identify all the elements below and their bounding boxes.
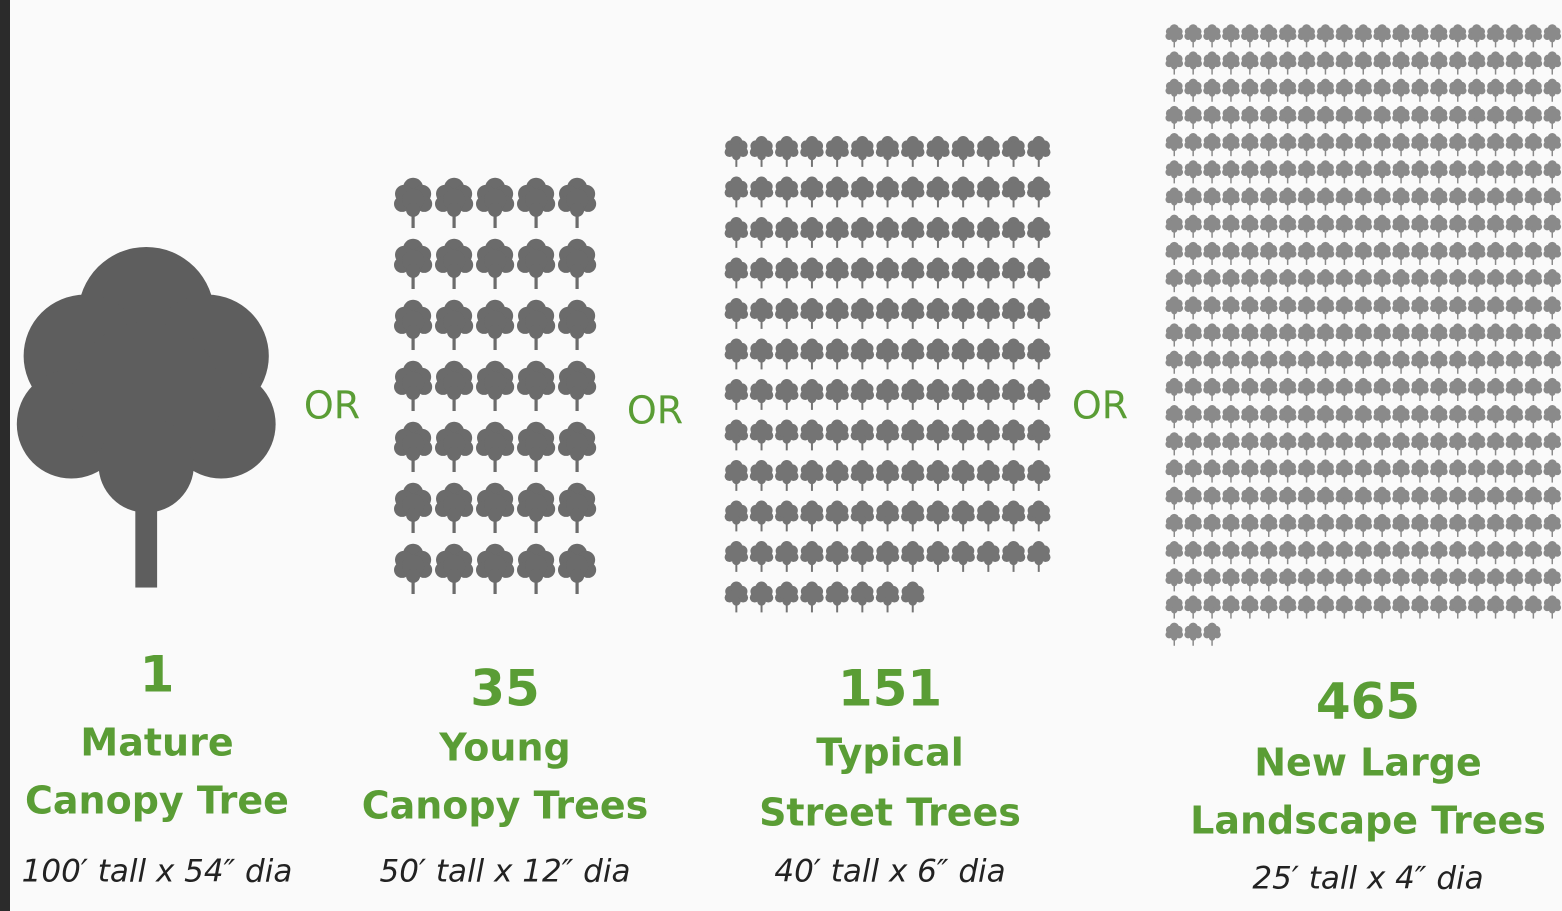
tree-label: Typical	[816, 731, 964, 775]
tree-label: Mature	[80, 721, 233, 765]
tree-count: 151	[838, 660, 942, 718]
or-separator: OR	[1072, 384, 1128, 428]
tree-count: 465	[1316, 673, 1420, 731]
or-separator: OR	[627, 389, 683, 433]
tree-label: Canopy Tree	[25, 779, 289, 823]
tree-label: Street Trees	[759, 791, 1021, 835]
tree-size: 50′ tall x 12″ dia	[380, 854, 631, 890]
tree-count: 1	[140, 646, 175, 704]
infographic: 1 Mature Canopy Tree 100′ tall x 54″ dia 35 Y…	[0, 0, 1562, 911]
or-separator: OR	[304, 384, 360, 428]
tree-label: Young	[438, 726, 570, 770]
tree-label: Canopy Trees	[362, 784, 649, 828]
tree-size: 40′ tall x 6″ dia	[774, 854, 1005, 890]
tree-label: Landscape Trees	[1190, 799, 1546, 843]
tree-label: New Large	[1254, 741, 1481, 785]
tree-count: 35	[470, 660, 540, 718]
tree-size: 25′ tall x 4″ dia	[1252, 861, 1483, 897]
tree-size: 100′ tall x 54″ dia	[22, 854, 293, 890]
